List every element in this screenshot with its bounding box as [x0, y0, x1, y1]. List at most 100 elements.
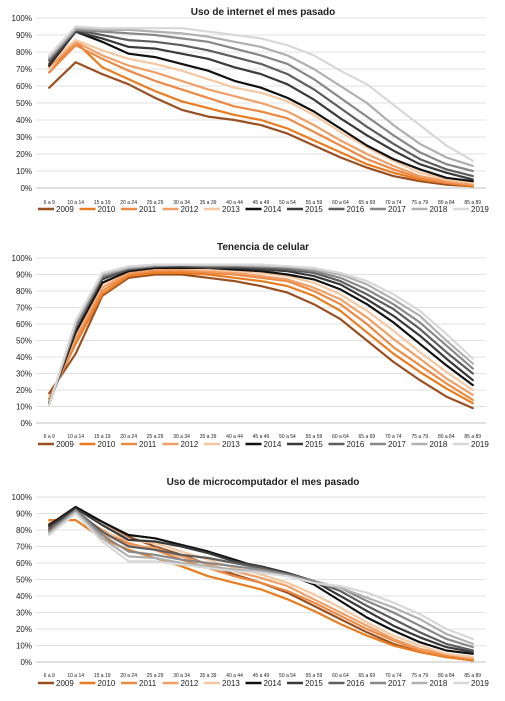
legend-label-2013: 2013	[222, 679, 240, 688]
x-tick-label: 65 a 69	[359, 434, 376, 440]
x-tick-label: 55 a 59	[306, 434, 323, 440]
legend-label-2011: 2011	[139, 205, 157, 214]
series-line-2018	[48, 27, 474, 167]
x-tick-label: 70 a 74	[385, 673, 402, 679]
legend-label-2011: 2011	[139, 679, 157, 688]
x-tick-label: 70 a 74	[385, 200, 402, 206]
legend-label-2016: 2016	[347, 440, 365, 449]
chart-title: Uso de microcomputador el mes pasado	[167, 477, 360, 488]
chart-title: Uso de internet el mes pasado	[191, 7, 336, 18]
y-tick-label: 70%	[16, 65, 32, 74]
x-tick-label: 50 a 54	[279, 434, 296, 440]
legend-label-2017: 2017	[388, 440, 406, 449]
legend-label-2011: 2011	[139, 440, 157, 449]
x-tick-label: 30 a 34	[173, 434, 190, 440]
legend-label-2018: 2018	[430, 205, 448, 214]
legend-label-2015: 2015	[305, 440, 323, 449]
chart-title: Tenencia de celular	[217, 242, 309, 253]
legend-label-2010: 2010	[98, 679, 116, 688]
legend-label-2016: 2016	[347, 679, 365, 688]
legend-label-2012: 2012	[181, 205, 199, 214]
x-tick-label: 80 a 84	[438, 200, 455, 206]
y-tick-label: 10%	[16, 642, 32, 651]
x-tick-label: 30 a 34	[173, 200, 190, 206]
y-tick-label: 40%	[16, 592, 32, 601]
legend-label-2015: 2015	[305, 679, 323, 688]
x-tick-label: 35 a 39	[200, 200, 217, 206]
x-tick-label: 35 a 39	[200, 434, 217, 440]
y-tick-label: 60%	[16, 559, 32, 568]
x-tick-label: 45 a 49	[253, 673, 270, 679]
legend-label-2014: 2014	[264, 205, 282, 214]
series-line-2016	[48, 509, 474, 652]
y-tick-label: 20%	[16, 386, 32, 395]
legend-label-2019: 2019	[471, 440, 489, 449]
x-tick-label: 40 a 44	[226, 200, 243, 206]
x-tick-label: 50 a 54	[279, 673, 296, 679]
y-tick-label: 100%	[12, 493, 32, 502]
y-tick-label: 80%	[16, 526, 32, 535]
x-tick-label: 40 a 44	[226, 673, 243, 679]
series-line-2013	[48, 38, 474, 184]
series-line-2015	[48, 30, 474, 181]
legend-label-2018: 2018	[430, 440, 448, 449]
series-line-2011	[48, 512, 474, 660]
series-line-2019	[48, 263, 474, 406]
y-tick-label: 30%	[16, 609, 32, 618]
x-tick-label: 25 a 29	[147, 673, 164, 679]
y-tick-label: 50%	[16, 576, 32, 585]
chart-2: Tenencia de celular 0% 10% 20% 30% 40% 50% 60% 7…	[12, 242, 490, 449]
y-tick-label: 100%	[12, 14, 32, 23]
x-tick-label: 55 a 59	[306, 673, 323, 679]
series-line-2009	[48, 273, 474, 410]
x-tick-label: 15 a 19	[94, 200, 111, 206]
y-tick-label: 90%	[16, 31, 32, 40]
legend-label-2019: 2019	[471, 679, 489, 688]
x-tick-label: 80 a 84	[438, 673, 455, 679]
y-tick-label: 20%	[16, 625, 32, 634]
x-tick-label: 15 a 19	[94, 673, 111, 679]
y-tick-label: 40%	[16, 116, 32, 125]
x-tick-label: 55 a 59	[306, 200, 323, 206]
y-tick-label: 60%	[16, 320, 32, 329]
series-line-2018	[48, 263, 474, 406]
x-tick-label: 60 a 64	[332, 200, 349, 206]
x-tick-label: 20 a 24	[120, 673, 137, 679]
y-tick-label: 60%	[16, 82, 32, 91]
x-tick-label: 75 a 79	[411, 673, 428, 679]
x-tick-label: 10 a 14	[67, 673, 84, 679]
y-tick-label: 20%	[16, 150, 32, 159]
y-tick-label: 80%	[16, 48, 32, 57]
legend-label-2013: 2013	[222, 205, 240, 214]
y-tick-label: 0%	[20, 184, 32, 193]
y-tick-label: 10%	[16, 403, 32, 412]
legend-label-2019: 2019	[471, 205, 489, 214]
legend-label-2018: 2018	[430, 679, 448, 688]
x-tick-label: 15 a 19	[94, 434, 111, 440]
legend-label-2016: 2016	[347, 205, 365, 214]
legend-label-2012: 2012	[181, 440, 199, 449]
x-tick-label: 70 a 74	[385, 434, 402, 440]
y-tick-label: 50%	[16, 337, 32, 346]
x-tick-label: 35 a 39	[200, 673, 217, 679]
legend-label-2014: 2014	[264, 440, 282, 449]
y-tick-label: 10%	[16, 167, 32, 176]
series-line-2013	[48, 510, 474, 659]
x-tick-label: 6 a 9	[44, 200, 55, 206]
x-tick-label: 75 a 79	[411, 434, 428, 440]
legend-label-2015: 2015	[305, 205, 323, 214]
series-line-2017	[48, 509, 474, 649]
legend-label-2010: 2010	[98, 440, 116, 449]
series-line-2019	[48, 25, 474, 162]
legend-label-2013: 2013	[222, 440, 240, 449]
y-tick-label: 70%	[16, 543, 32, 552]
x-tick-label: 10 a 14	[67, 434, 84, 440]
legend-label-2009: 2009	[56, 205, 74, 214]
series-line-2019	[48, 512, 474, 641]
x-tick-label: 60 a 64	[332, 673, 349, 679]
x-tick-label: 80 a 84	[438, 434, 455, 440]
series-line-2011	[48, 44, 474, 186]
x-tick-label: 45 a 49	[253, 434, 270, 440]
